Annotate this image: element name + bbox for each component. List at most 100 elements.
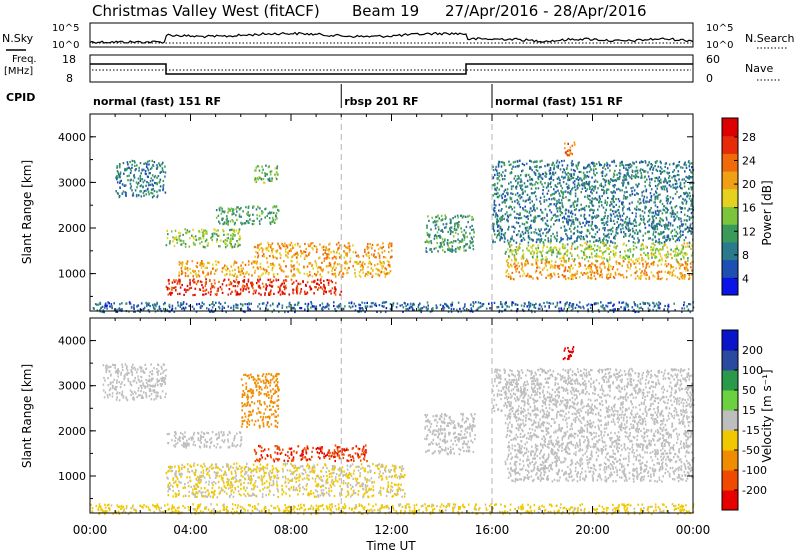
power-cell (130, 185, 132, 188)
power-cell (668, 273, 671, 276)
power-cell (630, 274, 632, 277)
power-cell (349, 257, 352, 260)
power-cell (227, 211, 229, 214)
power-cell (472, 240, 474, 243)
power-cell (572, 303, 575, 306)
power-cell (463, 236, 466, 239)
power-cell (556, 252, 559, 255)
power-cell (580, 225, 583, 229)
power-cell (647, 163, 650, 166)
power-cell (135, 193, 138, 197)
power-cell (527, 234, 530, 237)
power-cell (651, 177, 653, 181)
power-cell (427, 307, 429, 310)
power-cell (571, 188, 573, 191)
power-cell (640, 171, 642, 175)
power-cell (580, 191, 583, 194)
power-cell (659, 209, 662, 212)
power-cell (689, 194, 692, 198)
power-cell (606, 217, 609, 220)
power-cell (148, 302, 150, 305)
power-cell (544, 228, 546, 231)
power-cell (651, 211, 653, 214)
power-cell (562, 206, 564, 209)
power-cell (418, 308, 420, 311)
power-cell (236, 304, 239, 307)
power-cell (561, 204, 564, 207)
power-cell (664, 165, 666, 168)
power-cell (322, 245, 325, 248)
power-cell (529, 182, 531, 185)
power-cell (175, 237, 177, 240)
power-cell (667, 253, 670, 256)
power-cell (514, 216, 516, 219)
power-cell (608, 263, 610, 266)
power-cell (513, 278, 515, 281)
power-cell (540, 261, 543, 264)
power-cell (566, 167, 568, 170)
power-cell (156, 190, 158, 193)
power-cell (195, 265, 198, 268)
power-cell (498, 209, 500, 212)
power-cell (345, 262, 347, 265)
power-cell (378, 269, 381, 272)
power-cell (670, 263, 672, 267)
power-cell (332, 273, 335, 276)
power-cell (559, 252, 562, 255)
power-cell (681, 244, 683, 247)
power-cell (572, 169, 575, 172)
power-cell (606, 163, 609, 166)
power-cell (292, 292, 295, 295)
power-cell (571, 164, 573, 167)
power-cell (591, 262, 593, 265)
power-cell (589, 208, 592, 211)
power-cell (646, 302, 649, 305)
power-cell (503, 217, 505, 220)
power-cell (595, 226, 597, 229)
power-cell (311, 246, 313, 250)
power-cell (477, 306, 480, 309)
power-cell (634, 303, 636, 306)
power-cell (588, 194, 591, 198)
power-cell (225, 284, 228, 287)
power-cell (605, 221, 608, 224)
power-cell (204, 229, 207, 232)
power-cell (643, 251, 645, 255)
power-cell (495, 165, 497, 168)
power-data (92, 141, 695, 314)
power-cell (568, 266, 570, 269)
power-cell (558, 161, 561, 164)
power-cell (253, 261, 256, 265)
power-cell (231, 246, 234, 249)
power-cell (566, 219, 568, 222)
power-cell (527, 229, 529, 232)
power-cell (203, 303, 205, 306)
power-cell (550, 238, 552, 241)
power-cell (593, 236, 596, 239)
power-cell (576, 177, 579, 180)
power-cell (596, 214, 598, 217)
power-cell (212, 301, 214, 304)
power-cell (271, 266, 274, 269)
power-cell (690, 203, 693, 206)
power-cell (531, 263, 534, 266)
power-cell (545, 256, 547, 259)
power-cell (285, 254, 287, 257)
power-cell (564, 142, 566, 145)
power-cell (536, 257, 538, 260)
power-cell (577, 197, 579, 200)
power-cell (259, 266, 262, 269)
power-cell (265, 268, 268, 272)
power-cell (587, 197, 590, 201)
power-cell (521, 162, 524, 165)
power-cell (257, 254, 260, 257)
power-cell (550, 254, 553, 257)
power-cell (580, 235, 582, 238)
power-cell (316, 288, 319, 291)
power-cell (544, 171, 547, 174)
power-cell (673, 228, 676, 231)
power-cell (617, 208, 620, 212)
power-cell (552, 272, 555, 275)
power-cell (221, 267, 224, 270)
power-cell (208, 279, 211, 283)
